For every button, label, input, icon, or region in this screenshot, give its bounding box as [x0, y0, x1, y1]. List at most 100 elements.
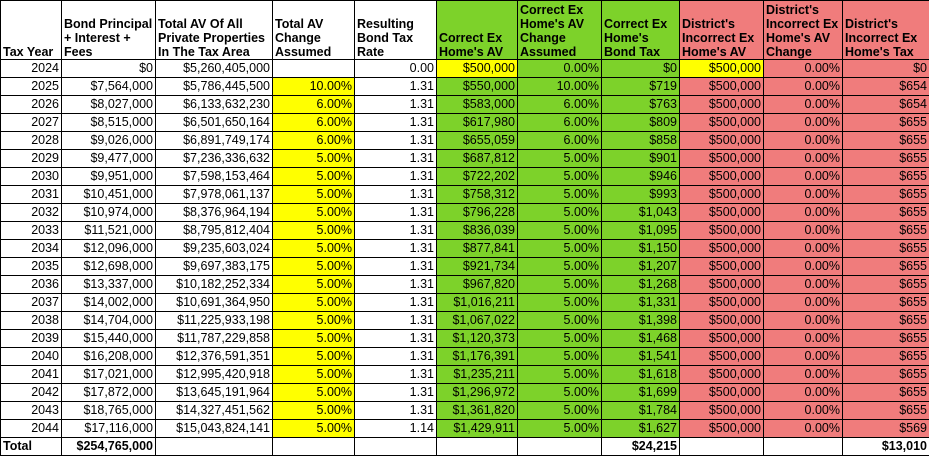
- cell-total-av[interactable]: $6,501,650,164: [156, 114, 273, 132]
- cell-total-av[interactable]: $8,795,812,404: [156, 222, 273, 240]
- cell-correct-av[interactable]: $967,820: [437, 276, 518, 294]
- cell-total-av[interactable]: $11,225,933,198: [156, 312, 273, 330]
- cell-total-av[interactable]: $10,182,252,334: [156, 276, 273, 294]
- cell-district-av[interactable]: $500,000: [680, 96, 764, 114]
- cell-district-tax[interactable]: $655: [843, 222, 929, 240]
- cell-tax-year[interactable]: 2032: [1, 204, 62, 222]
- total-cell-total-av[interactable]: [156, 438, 273, 456]
- cell-bond-tax-rate[interactable]: 1.31: [355, 276, 437, 294]
- cell-bond-principal[interactable]: $9,026,000: [62, 132, 156, 150]
- cell-total-av[interactable]: $14,327,451,562: [156, 402, 273, 420]
- cell-bond-tax-rate[interactable]: 1.31: [355, 204, 437, 222]
- cell-total-av[interactable]: $9,235,603,024: [156, 240, 273, 258]
- cell-district-av-change[interactable]: 0.00%: [764, 402, 843, 420]
- cell-correct-av-change[interactable]: 5.00%: [518, 366, 602, 384]
- cell-district-tax[interactable]: $655: [843, 312, 929, 330]
- cell-bond-principal[interactable]: $14,002,000: [62, 294, 156, 312]
- header-correct-av[interactable]: Correct Ex Home's AV: [437, 1, 518, 60]
- cell-total-av-change[interactable]: [273, 60, 355, 78]
- cell-bond-tax-rate[interactable]: 1.31: [355, 78, 437, 96]
- cell-correct-av-change[interactable]: 5.00%: [518, 150, 602, 168]
- cell-district-av-change[interactable]: 0.00%: [764, 150, 843, 168]
- cell-district-av[interactable]: $500,000: [680, 222, 764, 240]
- cell-correct-bond-tax[interactable]: $1,541: [602, 348, 680, 366]
- cell-total-av[interactable]: $10,691,364,950: [156, 294, 273, 312]
- cell-total-av-change[interactable]: 5.00%: [273, 276, 355, 294]
- cell-total-av-change[interactable]: 6.00%: [273, 132, 355, 150]
- cell-tax-year[interactable]: 2037: [1, 294, 62, 312]
- cell-district-tax[interactable]: $655: [843, 294, 929, 312]
- cell-correct-av-change[interactable]: 5.00%: [518, 384, 602, 402]
- cell-total-av-change[interactable]: 5.00%: [273, 186, 355, 204]
- total-cell-bond-tax-rate[interactable]: [355, 438, 437, 456]
- cell-tax-year[interactable]: 2035: [1, 258, 62, 276]
- cell-correct-av-change[interactable]: 5.00%: [518, 168, 602, 186]
- cell-tax-year[interactable]: 2030: [1, 168, 62, 186]
- cell-correct-av-change[interactable]: 6.00%: [518, 132, 602, 150]
- cell-district-av-change[interactable]: 0.00%: [764, 276, 843, 294]
- header-correct-av-change[interactable]: Correct Ex Home's AV Change Assumed: [518, 1, 602, 60]
- cell-total-av-change[interactable]: 5.00%: [273, 150, 355, 168]
- cell-district-av-change[interactable]: 0.00%: [764, 366, 843, 384]
- cell-bond-principal[interactable]: $10,451,000: [62, 186, 156, 204]
- cell-district-av-change[interactable]: 0.00%: [764, 330, 843, 348]
- cell-district-tax[interactable]: $655: [843, 114, 929, 132]
- cell-district-av[interactable]: $500,000: [680, 204, 764, 222]
- cell-district-av[interactable]: $500,000: [680, 402, 764, 420]
- cell-district-tax[interactable]: $655: [843, 150, 929, 168]
- cell-total-av[interactable]: $5,260,405,000: [156, 60, 273, 78]
- cell-district-tax[interactable]: $0: [843, 60, 929, 78]
- cell-district-av[interactable]: $500,000: [680, 186, 764, 204]
- cell-district-av[interactable]: $500,000: [680, 330, 764, 348]
- cell-correct-bond-tax[interactable]: $1,043: [602, 204, 680, 222]
- header-bond-principal[interactable]: Bond Principal + Interest + Fees: [62, 1, 156, 60]
- cell-correct-av[interactable]: $1,067,022: [437, 312, 518, 330]
- cell-tax-year[interactable]: 2036: [1, 276, 62, 294]
- cell-correct-av[interactable]: $1,429,911: [437, 420, 518, 438]
- cell-total-av-change[interactable]: 5.00%: [273, 222, 355, 240]
- cell-bond-tax-rate[interactable]: 0.00: [355, 60, 437, 78]
- cell-total-av[interactable]: $7,598,153,464: [156, 168, 273, 186]
- cell-district-av-change[interactable]: 0.00%: [764, 114, 843, 132]
- cell-total-av-change[interactable]: 5.00%: [273, 240, 355, 258]
- cell-bond-tax-rate[interactable]: 1.31: [355, 186, 437, 204]
- cell-district-av-change[interactable]: 0.00%: [764, 240, 843, 258]
- cell-district-tax[interactable]: $655: [843, 384, 929, 402]
- cell-district-av[interactable]: $500,000: [680, 150, 764, 168]
- header-total-av-change[interactable]: Total AV Change Assumed: [273, 1, 355, 60]
- cell-correct-bond-tax[interactable]: $1,627: [602, 420, 680, 438]
- cell-district-tax[interactable]: $655: [843, 276, 929, 294]
- cell-tax-year[interactable]: 2043: [1, 402, 62, 420]
- total-cell-correct-av-change[interactable]: [518, 438, 602, 456]
- cell-bond-tax-rate[interactable]: 1.31: [355, 384, 437, 402]
- cell-correct-av-change[interactable]: 0.00%: [518, 60, 602, 78]
- cell-total-av[interactable]: $12,995,420,918: [156, 366, 273, 384]
- cell-district-tax[interactable]: $655: [843, 168, 929, 186]
- cell-bond-tax-rate[interactable]: 1.31: [355, 132, 437, 150]
- cell-correct-av[interactable]: $617,980: [437, 114, 518, 132]
- cell-bond-tax-rate[interactable]: 1.31: [355, 312, 437, 330]
- cell-correct-bond-tax[interactable]: $1,468: [602, 330, 680, 348]
- cell-district-av[interactable]: $500,000: [680, 114, 764, 132]
- cell-correct-bond-tax[interactable]: $1,398: [602, 312, 680, 330]
- cell-total-av-change[interactable]: 5.00%: [273, 420, 355, 438]
- cell-bond-tax-rate[interactable]: 1.14: [355, 420, 437, 438]
- cell-total-av-change[interactable]: 5.00%: [273, 366, 355, 384]
- cell-tax-year[interactable]: 2039: [1, 330, 62, 348]
- cell-bond-principal[interactable]: $9,477,000: [62, 150, 156, 168]
- cell-correct-bond-tax[interactable]: $1,331: [602, 294, 680, 312]
- cell-district-av[interactable]: $500,000: [680, 132, 764, 150]
- cell-tax-year[interactable]: 2044: [1, 420, 62, 438]
- cell-bond-principal[interactable]: $15,440,000: [62, 330, 156, 348]
- cell-bond-principal[interactable]: $12,096,000: [62, 240, 156, 258]
- cell-district-av-change[interactable]: 0.00%: [764, 60, 843, 78]
- cell-correct-bond-tax[interactable]: $763: [602, 96, 680, 114]
- cell-correct-av[interactable]: $1,016,211: [437, 294, 518, 312]
- cell-total-av[interactable]: $15,043,824,141: [156, 420, 273, 438]
- cell-correct-bond-tax[interactable]: $1,784: [602, 402, 680, 420]
- cell-total-av-change[interactable]: 6.00%: [273, 114, 355, 132]
- cell-correct-bond-tax[interactable]: $1,618: [602, 366, 680, 384]
- cell-tax-year[interactable]: 2031: [1, 186, 62, 204]
- cell-correct-av[interactable]: $796,228: [437, 204, 518, 222]
- cell-tax-year[interactable]: 2038: [1, 312, 62, 330]
